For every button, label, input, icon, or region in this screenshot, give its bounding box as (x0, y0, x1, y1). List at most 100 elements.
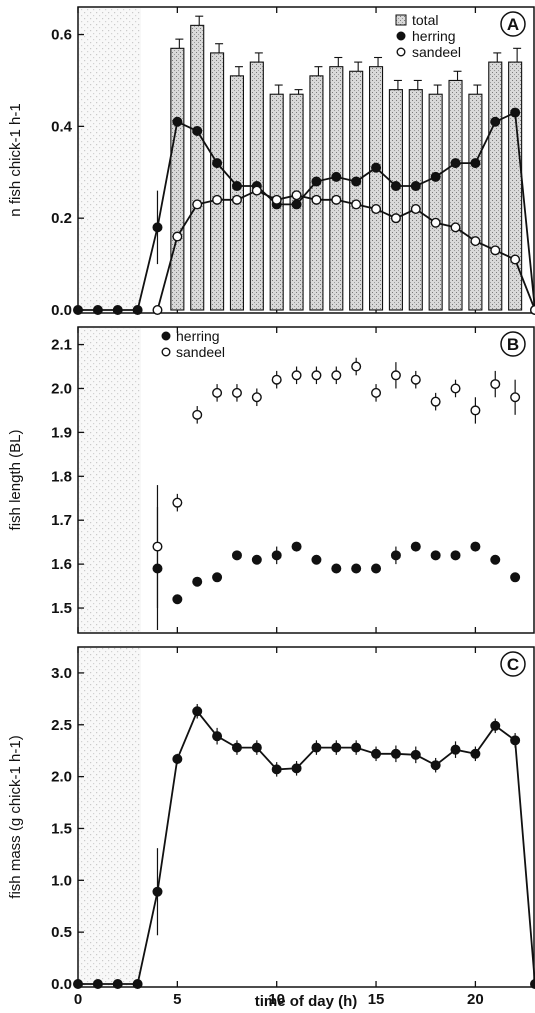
y-tick-label: 1.9 (51, 424, 72, 441)
data-point (450, 550, 461, 561)
data-point (231, 550, 242, 561)
night-shading (79, 8, 141, 312)
y-tick-label: 1.8 (51, 468, 72, 485)
y-tick-label: 2.0 (51, 769, 72, 786)
data-point (311, 742, 322, 753)
legend-label: sandeel (412, 44, 461, 60)
data-point (470, 541, 481, 552)
data-point (510, 735, 521, 746)
data-point (172, 116, 183, 127)
legend-swatch (161, 347, 171, 357)
panel-a: 0.0 0.2 0.4 0.6 n fish chick-1 h-1 Atotalherr… (7, 6, 535, 319)
y-tick-label: 2.0 (51, 380, 72, 397)
data-point (490, 116, 501, 127)
data-point (390, 748, 401, 759)
data-point (450, 222, 461, 233)
data-point (390, 181, 401, 192)
data-point (72, 979, 83, 990)
bar (229, 75, 245, 311)
data-point (351, 742, 362, 753)
night-shading (79, 648, 141, 986)
y-tick-label: 1.5 (51, 600, 72, 617)
x-tick-label: 5 (173, 991, 181, 1008)
bar (468, 93, 483, 311)
data-point (410, 541, 421, 552)
series-line (78, 709, 535, 985)
data-point (192, 199, 203, 210)
data-point (390, 370, 401, 381)
data-point (351, 176, 362, 187)
legend-label: sandeel (176, 344, 225, 360)
legend-label: herring (412, 28, 456, 44)
y-axis-label: fish length (BL) (7, 430, 24, 531)
legend-swatch (161, 331, 171, 341)
plot-frame (77, 6, 535, 314)
series-line (78, 111, 535, 311)
y-tick-label: 0.4 (51, 118, 73, 135)
data-point (212, 387, 223, 398)
data-point (510, 392, 521, 403)
data-point (92, 979, 103, 990)
data-point (192, 409, 203, 420)
y-tick-label: 0.6 (51, 27, 72, 44)
data-point (470, 236, 481, 247)
data-point (331, 171, 342, 182)
data-point (72, 305, 83, 316)
panel-label-circle (500, 651, 526, 677)
y-tick-label: 1.6 (51, 556, 72, 573)
data-point (331, 370, 342, 381)
data-point (470, 748, 481, 759)
plot-frame (77, 326, 535, 634)
data-point (410, 749, 421, 760)
data-point (291, 190, 302, 201)
data-point (132, 979, 143, 990)
bar (190, 24, 205, 311)
x-tick-label: 0 (74, 991, 82, 1008)
data-point (251, 554, 262, 565)
data-point (271, 374, 282, 385)
y-tick-label: 2.5 (51, 717, 72, 734)
data-point (450, 158, 461, 169)
data-point (430, 217, 441, 228)
data-point (390, 213, 401, 224)
data-point (430, 550, 441, 561)
data-point (172, 594, 183, 605)
data-point (490, 720, 501, 731)
data-point (212, 731, 223, 742)
bar (309, 75, 324, 311)
bar (448, 79, 463, 311)
data-point (390, 550, 401, 561)
data-point (251, 392, 262, 403)
y-tick-label: 1.5 (51, 820, 72, 837)
data-point (530, 979, 535, 989)
data-point (251, 185, 262, 196)
data-point (271, 764, 282, 775)
data-point (152, 305, 163, 316)
panel-b: 1.5 1.6 1.7 1.8 1.9 2.0 2.1 fish length (BL) Bhe… (7, 326, 535, 634)
x-tick-label: 20 (467, 991, 484, 1008)
panel-c: 0.0 0.5 1.0 1.5 2.0 2.5 3.0 fish mass (g chick-… (7, 646, 535, 993)
data-point (490, 245, 501, 256)
y-tick-label: 0.0 (51, 976, 72, 993)
y-tick-label: 2.1 (51, 337, 72, 354)
data-point (351, 361, 362, 372)
y-tick-label: 1.0 (51, 872, 72, 889)
data-point (231, 742, 242, 753)
bar (408, 89, 423, 311)
data-point (271, 194, 282, 205)
x-tick-label: 15 (368, 991, 385, 1008)
data-point (311, 554, 322, 565)
data-point (132, 305, 143, 316)
data-point (172, 753, 183, 764)
data-point (231, 387, 242, 398)
legend-label: total (412, 12, 438, 28)
bar (329, 66, 344, 311)
data-point (172, 231, 183, 242)
legend-swatch (396, 31, 406, 41)
data-point (231, 181, 242, 192)
data-point (331, 742, 342, 753)
data-point (430, 171, 441, 182)
data-point (470, 405, 481, 416)
y-tick-label: 0.5 (51, 924, 72, 941)
